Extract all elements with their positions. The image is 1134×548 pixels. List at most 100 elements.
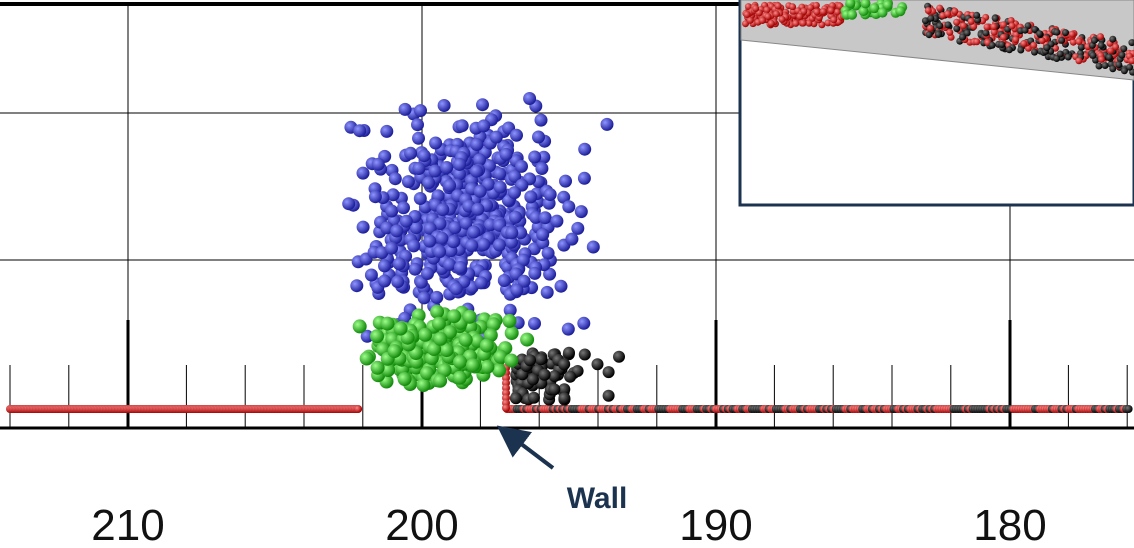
particle: [474, 185, 487, 198]
particle: [601, 118, 614, 131]
particle: [1058, 37, 1065, 44]
particle: [936, 22, 943, 29]
particle: [505, 326, 519, 340]
particle: [350, 279, 363, 292]
particle: [1069, 31, 1076, 38]
particle: [968, 18, 975, 25]
particle: [435, 232, 448, 245]
particle: [1102, 62, 1109, 69]
particle: [813, 8, 820, 15]
particle: [467, 226, 480, 239]
particle: [563, 347, 575, 359]
particle: [575, 205, 588, 218]
particle: [768, 20, 775, 27]
simulation-view: Wall 210 200 190 180: [0, 0, 1134, 548]
particle: [520, 333, 534, 347]
particle: [463, 310, 477, 324]
particle: [973, 12, 980, 19]
particle: [433, 332, 447, 346]
particle: [562, 200, 575, 213]
particle: [1009, 22, 1016, 29]
particle: [369, 190, 382, 203]
particle: [1107, 47, 1114, 54]
particle: [524, 190, 537, 203]
particle: [1057, 51, 1064, 58]
particle: [510, 284, 523, 297]
particle: [477, 119, 490, 132]
particle: [959, 34, 966, 41]
particle: [1000, 34, 1007, 41]
particle: [796, 13, 803, 20]
particle: [925, 7, 932, 14]
particle: [1020, 40, 1027, 47]
particle: [1097, 33, 1104, 40]
particle: [436, 203, 449, 216]
particle: [453, 371, 467, 385]
particle: [418, 149, 431, 162]
particle: [1121, 67, 1128, 74]
particle: [555, 280, 568, 293]
particle: [524, 354, 536, 366]
page: {"axis": {"tick_labels": ["210", "200", …: [0, 0, 1134, 548]
particle: [1076, 38, 1083, 45]
particle: [504, 354, 518, 368]
particle: [500, 148, 513, 161]
particle: [453, 158, 466, 171]
particle: [527, 373, 539, 385]
particle: [357, 221, 370, 234]
particle: [505, 226, 518, 239]
particle: [528, 151, 541, 164]
particle: [1091, 37, 1098, 44]
particle: [984, 24, 991, 31]
particle: [775, 3, 782, 10]
particle: [459, 333, 473, 347]
particle: [936, 5, 943, 12]
particle: [388, 344, 402, 358]
particle: [800, 20, 807, 27]
wall-label: Wall: [567, 482, 628, 515]
particle: [592, 358, 604, 370]
particle: [559, 175, 572, 188]
particle: [398, 372, 412, 386]
particle: [515, 160, 528, 173]
particle: [992, 15, 999, 22]
particle: [744, 11, 751, 18]
particle: [397, 201, 410, 214]
particle: [494, 181, 507, 194]
particle: [466, 358, 480, 372]
particle: [432, 317, 446, 331]
particle: [480, 339, 494, 353]
particle: [792, 20, 799, 27]
particle: [895, 6, 905, 16]
particle: [1039, 37, 1046, 44]
particle: [542, 247, 555, 260]
particle: [953, 19, 960, 26]
particle: [523, 92, 536, 105]
particle: [417, 378, 431, 392]
particle: [820, 8, 827, 15]
particle: [1109, 36, 1116, 43]
particle: [399, 103, 412, 116]
particle: [380, 125, 393, 138]
particle: [429, 137, 442, 150]
particle: [1098, 42, 1105, 49]
particle: [1036, 30, 1043, 37]
particle: [752, 5, 759, 12]
particle: [558, 392, 570, 404]
particle: [927, 25, 934, 32]
particle: [385, 242, 398, 255]
inset-view: [740, 0, 1134, 205]
particle: [454, 261, 467, 274]
particle: [946, 29, 953, 36]
particle: [353, 319, 367, 333]
particle: [447, 235, 460, 248]
particle: [564, 371, 576, 383]
particle: [411, 118, 424, 131]
particle: [490, 131, 503, 144]
particle: [510, 392, 522, 404]
particle: [1109, 65, 1116, 72]
particle: [480, 360, 494, 374]
particle: [1053, 29, 1060, 36]
particle: [578, 143, 591, 156]
particle: [453, 355, 467, 369]
